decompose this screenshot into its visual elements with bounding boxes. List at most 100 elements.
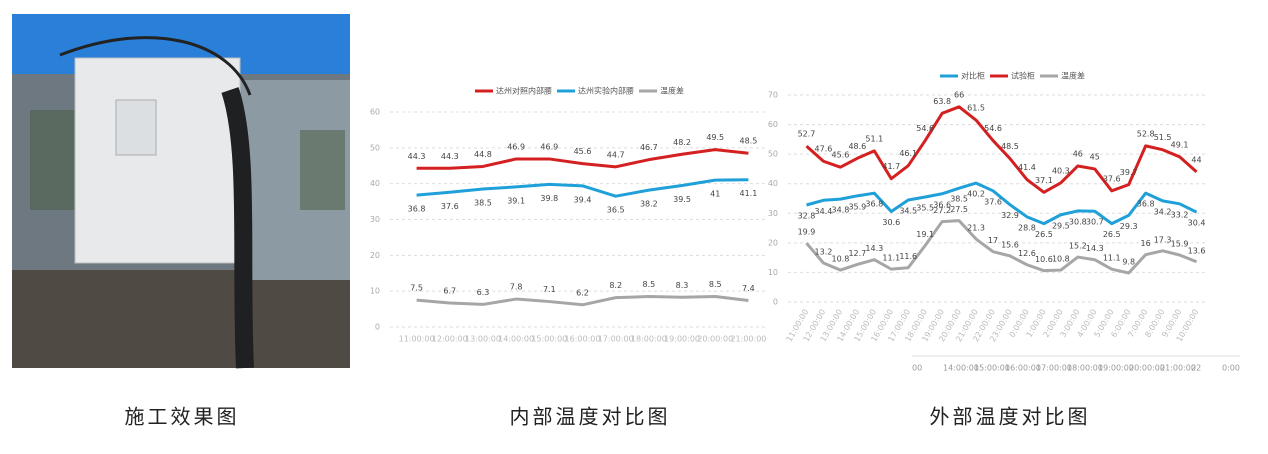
background-axis-label: 21:00:00: [1160, 364, 1196, 373]
data-label: 26.5: [1035, 230, 1053, 239]
data-label: 35.5: [916, 204, 934, 213]
data-label: 49.1: [1171, 140, 1189, 149]
data-label: 19.9: [798, 228, 816, 237]
x-tick-label: 15:00:00: [531, 335, 567, 344]
data-label: 15.9: [1171, 239, 1189, 248]
data-label: 52.7: [798, 130, 816, 139]
data-label: 10.6: [1035, 255, 1053, 264]
data-label: 45.6: [831, 151, 849, 160]
data-label: 11.1: [882, 254, 900, 263]
background-axis-label: 18:00:00: [1067, 364, 1103, 373]
data-label: 36.6: [933, 200, 951, 209]
legend-label: 对比柜: [961, 71, 985, 81]
data-label: 30.8: [1069, 217, 1087, 226]
data-label: 32.8: [798, 212, 816, 221]
data-label: 61.5: [967, 104, 985, 113]
data-label: 27.2: [933, 206, 951, 215]
y-tick-label: 0: [375, 323, 380, 332]
data-label: 8.5: [709, 280, 722, 289]
data-label: 38.5: [474, 199, 492, 208]
data-label: 6.3: [477, 288, 490, 297]
data-label: 12.7: [848, 249, 866, 258]
y-tick-label: 60: [370, 108, 380, 117]
x-tick-label: 20:00:00: [697, 335, 733, 344]
data-label: 34.8: [831, 206, 849, 215]
data-label: 51.1: [865, 134, 883, 143]
data-label: 8.2: [609, 281, 622, 290]
data-label: 10.8: [831, 255, 849, 264]
data-label: 39.7: [1120, 168, 1138, 177]
data-label: 12.6: [1018, 249, 1036, 258]
data-label: 8.5: [642, 280, 655, 289]
y-tick-label: 20: [768, 238, 778, 247]
data-label: 6.7: [443, 286, 456, 295]
data-label: 13.2: [815, 247, 833, 256]
data-label: 14.3: [865, 244, 883, 253]
legend-label: 温度差: [660, 86, 684, 96]
data-label: 38.2: [640, 200, 658, 209]
chart-caption: 内部温度对比图: [510, 405, 671, 429]
background-axis-label: 16:00:00: [1005, 364, 1041, 373]
data-label: 30.4: [1188, 219, 1206, 228]
data-label: 48.6: [848, 142, 866, 151]
data-label: 14.3: [1086, 244, 1104, 253]
data-label: 16: [1141, 239, 1151, 248]
data-label: 41.7: [882, 162, 900, 171]
data-label: 47.6: [815, 145, 833, 154]
data-label: 46: [1073, 149, 1083, 158]
data-label: 37.6: [441, 202, 459, 211]
background-axis-label: 00: [912, 364, 922, 373]
data-label: 46.1: [899, 149, 917, 158]
x-tick-label: 18:00:00: [631, 335, 667, 344]
data-label: 8.3: [676, 281, 689, 290]
legend-label: 试验柜: [1011, 71, 1035, 81]
data-label: 48.5: [1001, 142, 1019, 151]
data-label: 32.9: [1001, 211, 1019, 220]
data-label: 15.2: [1069, 242, 1087, 251]
data-label: 51.5: [1154, 133, 1172, 142]
data-label: 15.6: [1001, 240, 1019, 249]
data-label: 46.7: [640, 143, 658, 152]
data-label: 7.8: [510, 283, 523, 292]
data-label: 13.6: [1188, 246, 1206, 255]
data-label: 28.8: [1018, 223, 1036, 232]
x-tick-label: 14:00:00: [498, 335, 534, 344]
series-line: [416, 148, 749, 170]
data-label: 26.5: [1103, 230, 1121, 239]
data-label: 7.4: [742, 284, 755, 293]
data-label: 35.9: [848, 202, 866, 211]
background-axis-label: 17:00:00: [1036, 364, 1072, 373]
data-label: 36.8: [408, 205, 426, 214]
x-tick-label: 19:00:00: [664, 335, 700, 344]
data-label: 9.8: [1122, 258, 1135, 267]
x-tick-label: 12:00:00: [432, 335, 468, 344]
data-label: 33.2: [1171, 210, 1189, 219]
data-label: 29.5: [1052, 221, 1070, 230]
data-label: 11.1: [1103, 254, 1121, 263]
data-label: 36.8: [865, 200, 883, 209]
data-label: 39.8: [540, 194, 558, 203]
data-label: 41.1: [740, 189, 758, 198]
data-label: 7.5: [410, 284, 423, 293]
data-label: 46.9: [540, 142, 558, 151]
data-label: 11.6: [899, 252, 917, 261]
data-label: 38.5: [950, 195, 968, 204]
data-label: 45: [1090, 152, 1100, 161]
data-label: 54.6: [984, 124, 1002, 133]
data-label: 36.8: [1137, 200, 1155, 209]
data-label: 45.6: [574, 147, 592, 156]
data-label: 29.3: [1120, 222, 1138, 231]
data-label: 37.6: [1103, 174, 1121, 183]
series-line: [416, 178, 749, 198]
data-label: 27.5: [950, 205, 968, 214]
background-axis-label: 19:00:00: [1098, 364, 1134, 373]
x-tick-label: 21:00:00: [730, 335, 766, 344]
data-label: 54.6: [916, 124, 934, 133]
data-label: 44.3: [408, 152, 426, 161]
data-label: 34.5: [899, 206, 917, 215]
background-axis-label: 14:00:00: [943, 364, 979, 373]
x-tick-label: 17:00:00: [598, 335, 634, 344]
y-tick-label: 20: [370, 251, 380, 260]
data-label: 17: [988, 236, 998, 245]
